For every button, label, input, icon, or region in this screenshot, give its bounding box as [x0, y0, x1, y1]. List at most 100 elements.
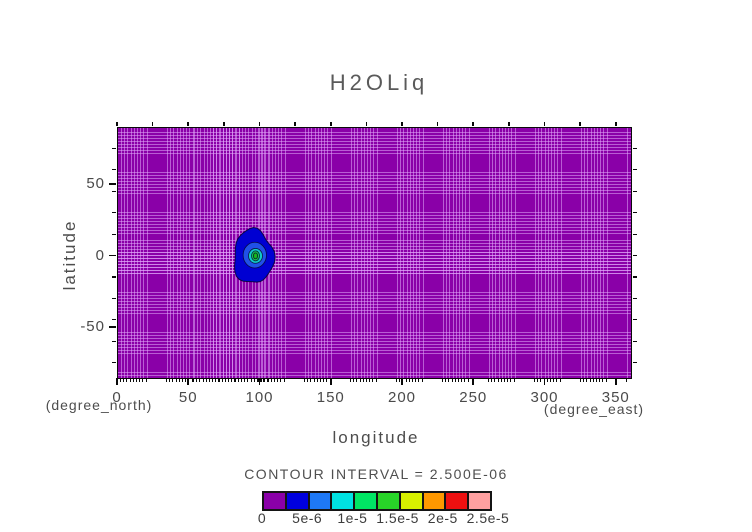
x-grid-minor-tick: [543, 378, 545, 382]
x-grid-minor-tick: [448, 378, 450, 382]
x-grid-minor-tick: [258, 378, 259, 382]
x-grid-minor-tick: [260, 378, 262, 382]
grid-line-v: [590, 128, 592, 378]
grid-line-v: [222, 128, 224, 378]
x-top-minor-tick: [258, 122, 261, 126]
x-grid-minor-tick: [221, 378, 223, 382]
grid-line-v: [581, 128, 582, 378]
x-top-minor-tick: [365, 122, 368, 126]
grid-line-h: [118, 335, 631, 336]
x-grid-minor-tick: [247, 378, 249, 382]
grid-line-v: [121, 128, 122, 378]
x-major-tick: [187, 378, 190, 385]
x-grid-minor-tick: [132, 378, 134, 382]
y-left-minor-tick: [112, 319, 116, 321]
grid-line-v: [305, 128, 306, 378]
x-grid-minor-tick: [353, 378, 355, 382]
x-grid-minor-tick: [263, 378, 265, 382]
x-grid-minor-tick: [494, 378, 496, 382]
grid-line-v: [206, 128, 208, 378]
grid-line-v: [146, 128, 148, 378]
x-major-tick: [614, 378, 617, 385]
x-grid-minor-tick: [586, 378, 588, 382]
grid-line-h: [118, 264, 631, 265]
grid-line-v: [603, 128, 605, 378]
x-grid-minor-tick: [185, 378, 187, 382]
grid-line-v: [167, 128, 168, 378]
grid-line-v: [317, 128, 319, 378]
grid-line-h: [118, 224, 631, 225]
grid-line-v: [492, 128, 494, 378]
x-grid-minor-tick: [175, 378, 177, 382]
grid-line-h: [118, 246, 631, 247]
y-axis-unit-label: (degree_north): [45, 397, 153, 413]
grid-line-v: [327, 128, 329, 378]
x-grid-minor-tick: [267, 378, 269, 382]
grid-line-h: [118, 252, 631, 253]
x-grid-minor-tick: [467, 378, 469, 382]
x-grid-minor-tick: [366, 378, 367, 382]
x-grid-minor-tick: [326, 378, 328, 382]
grid-line-v: [351, 128, 352, 378]
x-top-minor-tick: [223, 122, 225, 126]
x-grid-minor-tick: [172, 378, 174, 382]
grid-line-v: [501, 128, 503, 378]
grid-line-v: [179, 128, 181, 378]
colorbar-tick-label: 5e-6: [292, 510, 323, 526]
grid-line-v: [367, 128, 368, 378]
x-top-minor-tick: [294, 122, 296, 126]
grid-line-h: [118, 212, 631, 213]
x-top-minor-tick: [579, 122, 581, 126]
grid-line-v: [593, 128, 595, 378]
y-left-minor-tick: [112, 169, 116, 171]
grid-line-v: [455, 128, 457, 378]
grid-line-h: [118, 132, 631, 133]
x-grid-minor-tick: [550, 378, 551, 382]
x-top-minor-tick: [329, 122, 332, 126]
grid-line-h: [118, 141, 631, 142]
grid-line-v: [535, 128, 536, 378]
x-grid-minor-tick: [266, 378, 268, 382]
grid-line-h: [118, 341, 631, 342]
x-grid-minor-tick: [313, 378, 315, 382]
y-left-minor-tick: [112, 147, 116, 150]
x-grid-minor-tick: [202, 378, 204, 382]
colorbar-segment: [307, 493, 331, 509]
x-tick-label: 150: [316, 389, 345, 406]
x-grid-minor-tick: [191, 378, 193, 382]
x-grid-minor-tick: [412, 378, 413, 382]
x-grid-minor-tick: [580, 378, 581, 382]
grid-line-v: [606, 128, 608, 378]
grid-line-h: [118, 347, 631, 348]
x-major-tick: [401, 378, 403, 385]
grid-line-v: [459, 128, 460, 378]
x-grid-minor-tick: [350, 378, 351, 382]
y-tick-label: 0: [95, 246, 105, 264]
grid-line-v: [278, 128, 280, 378]
colorbar-segment: [264, 493, 285, 509]
x-grid-minor-tick: [583, 378, 585, 382]
grid-line-v: [416, 128, 418, 378]
x-top-minor-tick: [472, 122, 475, 126]
x-grid-minor-tick: [599, 378, 601, 382]
x-grid-minor-tick: [602, 378, 604, 382]
grid-line-h: [118, 193, 631, 194]
grid-line-h: [118, 353, 631, 354]
grid-line-v: [137, 128, 138, 378]
grid-line-v: [422, 128, 424, 378]
plot-area: [117, 127, 632, 379]
x-grid-minor-tick: [241, 378, 242, 382]
y-left-minor-tick: [112, 340, 116, 342]
grid-line-h: [118, 295, 631, 296]
x-tick-label: 350: [601, 389, 630, 406]
grid-line-v: [544, 128, 546, 378]
y-right-minor-tick: [632, 362, 637, 364]
x-grid-minor-tick: [589, 378, 591, 382]
grid-line-h: [118, 181, 631, 182]
grid-line-v: [176, 128, 178, 378]
grid-line-h: [118, 350, 631, 351]
x-grid-minor-tick: [139, 378, 141, 382]
grid-line-h: [118, 307, 631, 308]
x-grid-minor-tick: [215, 378, 217, 382]
